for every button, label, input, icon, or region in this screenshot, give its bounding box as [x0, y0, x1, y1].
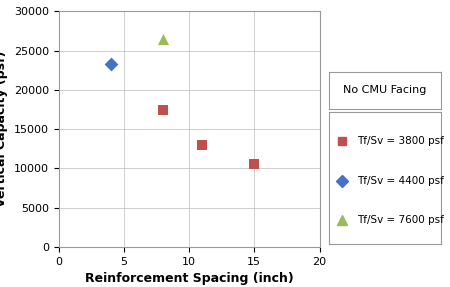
Text: Tf/Sv = 3800 psf: Tf/Sv = 3800 psf: [356, 136, 444, 146]
Y-axis label: Vertical Capacity (psf): Vertical Capacity (psf): [0, 51, 8, 207]
Text: Tf/Sv = 7600 psf: Tf/Sv = 7600 psf: [356, 215, 444, 225]
Point: [159, 37, 166, 41]
Text: No CMU Facing: No CMU Facing: [343, 86, 427, 95]
Point: [107, 62, 114, 66]
X-axis label: Reinforcement Spacing (inch): Reinforcement Spacing (inch): [85, 272, 293, 285]
Point: [251, 162, 258, 167]
Text: Tf/Sv = 4400 psf: Tf/Sv = 4400 psf: [356, 176, 444, 186]
Point: [159, 107, 166, 112]
Point: [198, 143, 206, 147]
